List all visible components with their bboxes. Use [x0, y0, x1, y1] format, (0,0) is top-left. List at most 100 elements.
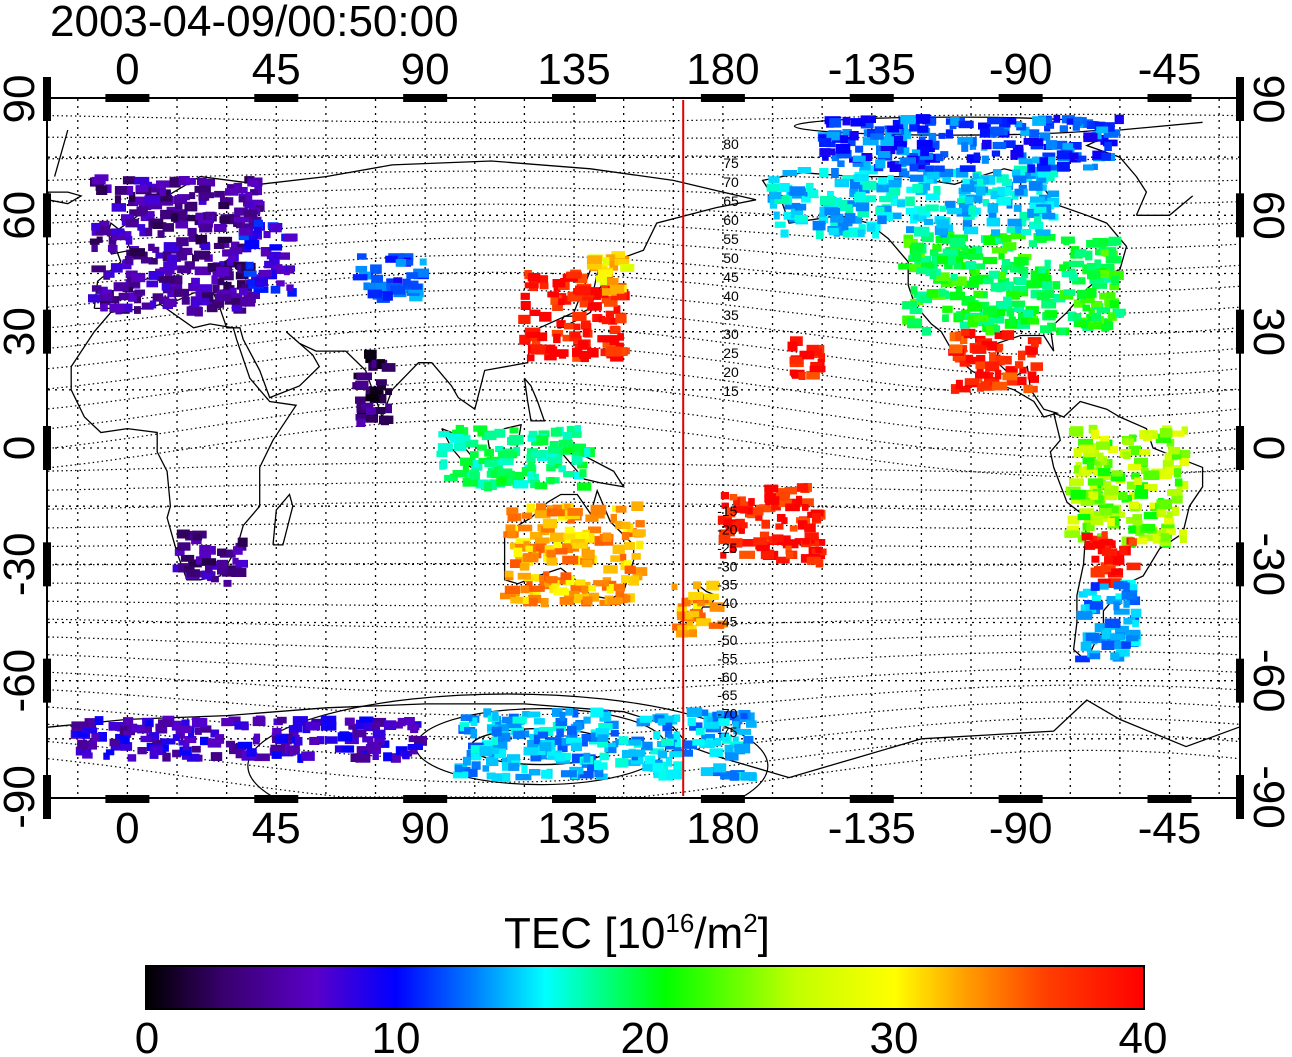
- tec-cell-arctic: [957, 136, 973, 145]
- tec-cell-antarctica-east: [720, 771, 733, 780]
- tec-cell-north-america: [929, 270, 937, 279]
- tec-cell-antarctica-east: [597, 734, 609, 742]
- tec-cell-antarctica-west: [356, 746, 373, 754]
- tec-cell-europe: [195, 212, 204, 221]
- tec-cell-north-america: [908, 264, 921, 273]
- contour-label-north: 45: [723, 269, 739, 285]
- tec-cell-antarctica-east: [573, 721, 583, 731]
- tec-cell-central-asia: [352, 274, 368, 281]
- tec-cell-indonesia: [513, 480, 529, 489]
- tec-cell-south-pacific: [718, 534, 731, 545]
- tec-cell-north-america: [898, 263, 913, 270]
- tec-cell-europe: [139, 201, 152, 211]
- tec-cell-south-america-north: [1064, 530, 1081, 538]
- tec-cell-antarctica-west: [404, 717, 415, 726]
- tec-cell-antarctica-west: [337, 732, 353, 742]
- tec-cell-north-america: [1085, 250, 1093, 261]
- tec-cell-east-asia: [537, 332, 548, 342]
- tec-cell-australia: [630, 575, 640, 583]
- tec-cell-europe: [174, 202, 183, 210]
- tec-cell-antarctica-east: [610, 730, 619, 737]
- tec-cell-antarctica-west: [171, 720, 182, 731]
- tec-cell-antarctica-east: [682, 740, 698, 749]
- tec-cell-japan-north: [606, 278, 619, 286]
- tec-cell-argentina: [1128, 538, 1137, 547]
- tec-cell-australia: [631, 553, 641, 560]
- tec-cell-north-america: [959, 321, 971, 329]
- tec-cell-europe: [162, 223, 174, 232]
- tec-cell-antarctica-west: [288, 725, 303, 733]
- tec-cell-south-pacific: [781, 517, 788, 525]
- tec-cell-europe: [226, 258, 234, 266]
- tec-cell-europe: [96, 286, 108, 294]
- tec-cell-europe: [191, 277, 200, 288]
- tec-cell-arctic: [961, 142, 969, 152]
- tec-cell-antarctica-west: [355, 719, 369, 730]
- tec-cell-south-pacific: [804, 523, 816, 533]
- magnetic-contour: [47, 521, 1240, 530]
- tec-cell-europe: [185, 178, 196, 185]
- frame-bar-left: [43, 775, 51, 819]
- tec-cell-arctic: [925, 117, 936, 126]
- tec-cell-antarctica-east: [713, 763, 727, 773]
- tec-cell-antarctica-west: [221, 718, 233, 727]
- tec-cell-south-america-north: [1118, 511, 1125, 518]
- contour-label-south: -25: [717, 540, 737, 556]
- tec-cell-mexico: [996, 355, 1005, 366]
- tec-cell-arctic: [1003, 140, 1016, 148]
- tec-cell-canada: [766, 183, 783, 192]
- tec-cell-canada: [837, 220, 849, 231]
- tec-cell-canada: [768, 176, 780, 184]
- tec-cell-europe: [152, 293, 164, 302]
- tec-cell-north-america: [1040, 325, 1053, 333]
- tec-cell-canada: [1018, 218, 1027, 227]
- tec-cell-australia: [610, 555, 621, 562]
- tec-cell-south-pacific: [812, 512, 821, 523]
- tec-cell-australia: [624, 542, 635, 550]
- tec-cell-south-america-north: [1162, 459, 1174, 469]
- tec-cell-australia: [612, 544, 625, 555]
- tec-cell-australia: [581, 585, 589, 593]
- lat-tick-right: 30: [1244, 307, 1292, 356]
- tec-cell-arctic: [880, 144, 896, 155]
- tec-cell-hawaii: [799, 350, 815, 360]
- tec-cell-japan-north: [587, 255, 603, 264]
- tec-cell-indonesia: [455, 424, 464, 434]
- tec-cell-antarctica-west: [123, 735, 130, 744]
- frame-bar-top: [552, 94, 597, 102]
- tec-cell-antarctica-west: [372, 729, 386, 739]
- tec-cell-europe: [173, 196, 188, 205]
- tec-cell-argentina: [1097, 578, 1111, 587]
- tec-cell-indonesia: [469, 469, 479, 480]
- tec-cell-arctic: [982, 139, 992, 150]
- tec-cell-canada: [806, 182, 814, 192]
- tec-cell-canada: [1042, 212, 1056, 220]
- tec-cell-north-america: [949, 237, 966, 248]
- tec-cell-north-america: [1018, 266, 1029, 274]
- tec-cell-europe: [161, 281, 170, 291]
- tec-cell-canada: [909, 174, 924, 182]
- tec-cell-antarctica-west: [364, 721, 380, 732]
- tec-cell-western-russia: [239, 228, 251, 236]
- tec-cell-arctic: [1094, 121, 1106, 131]
- tec-cell-mexico: [1006, 378, 1021, 386]
- tec-cell-arctic: [901, 128, 912, 139]
- tec-cell-hawaii: [818, 353, 826, 362]
- tec-cell-south-america-north: [1097, 468, 1111, 477]
- tec-cell-europe: [194, 307, 203, 317]
- tec-cell-north-america: [955, 311, 968, 321]
- tec-cell-antarctica-west: [408, 735, 417, 743]
- tec-cell-north-america: [902, 301, 917, 310]
- tec-cell-antarctica-east: [701, 709, 709, 716]
- tec-cell-europe: [195, 288, 202, 299]
- tec-cell-antarctica-east: [598, 762, 608, 770]
- tec-cell-arctic: [887, 135, 904, 145]
- tec-cell-indonesia: [563, 444, 574, 453]
- tec-cell-arctic: [1083, 132, 1098, 143]
- tec-cell-antarctica-east: [618, 736, 629, 745]
- tec-cell-europe: [157, 230, 165, 238]
- tec-cell-antarctica-east: [625, 739, 642, 746]
- tec-cell-antarctica-east: [726, 710, 735, 721]
- tec-data-cells: [70, 114, 1191, 783]
- tec-cell-east-asia: [597, 335, 611, 343]
